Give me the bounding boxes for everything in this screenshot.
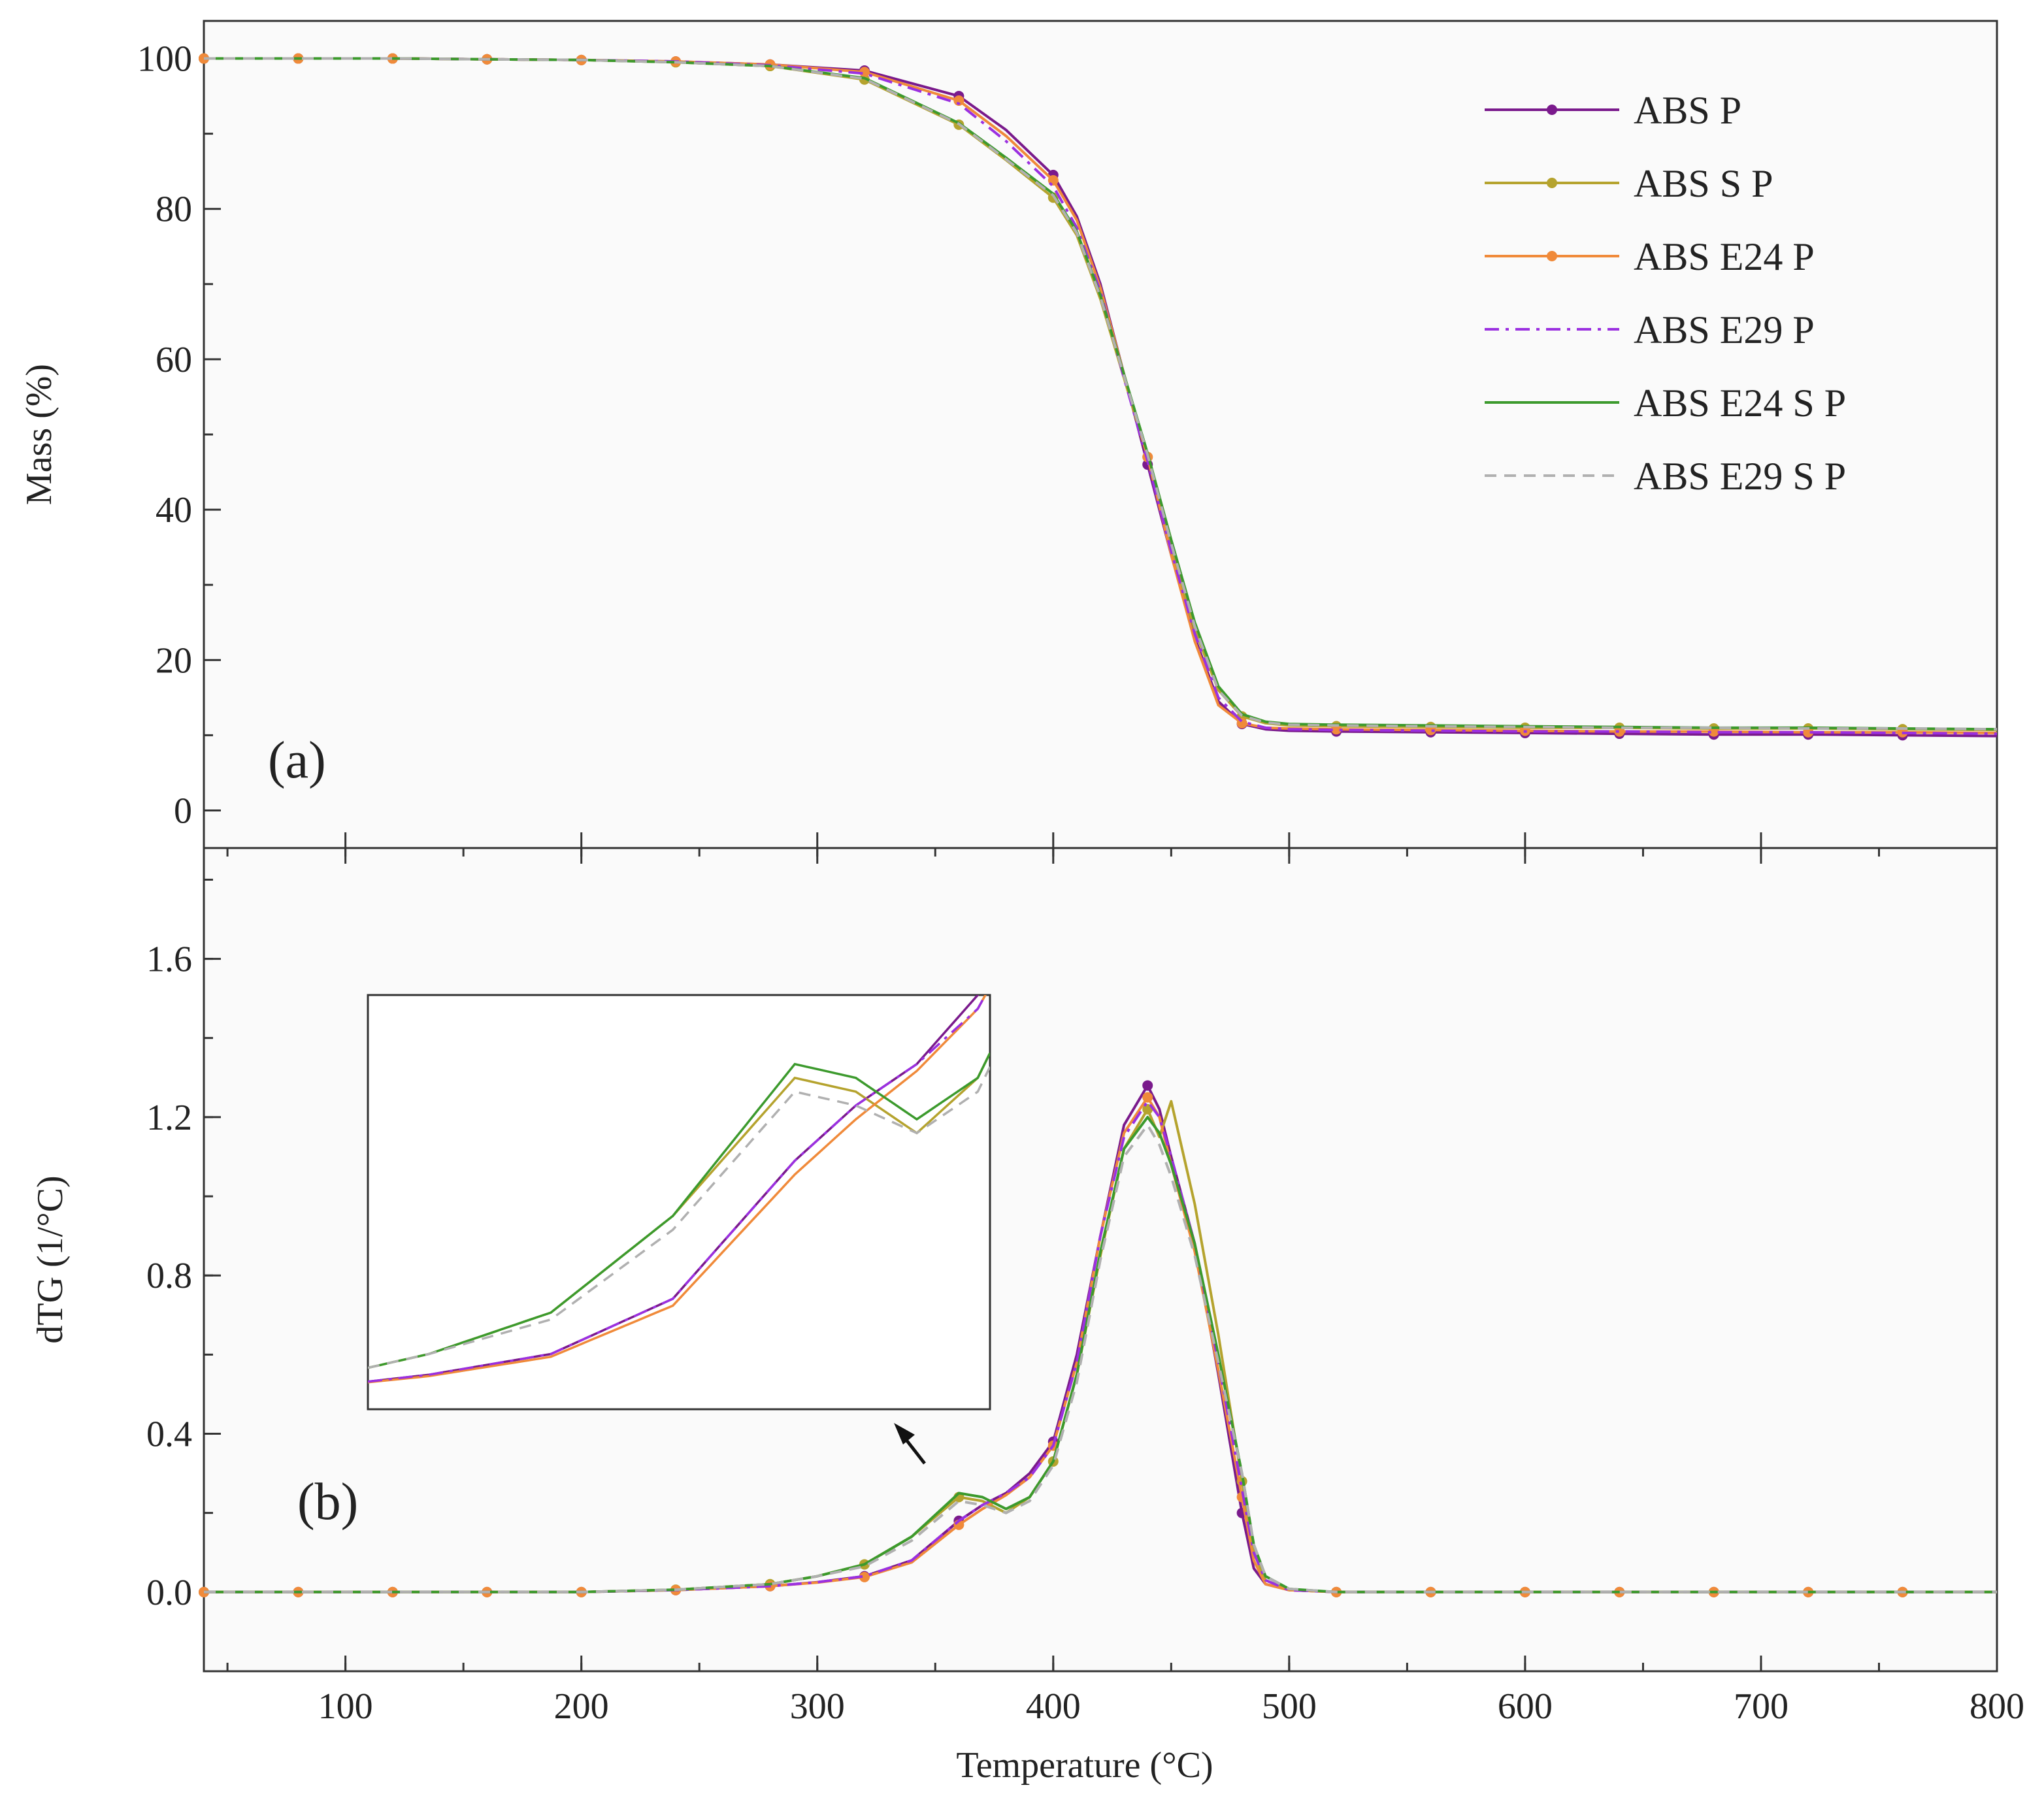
- legend-marker: [1547, 105, 1557, 115]
- legend-marker: [1547, 251, 1557, 261]
- panel-label-a: (a): [268, 732, 326, 789]
- mass-data-point: [859, 67, 870, 78]
- inset-series-line: [368, 995, 987, 1383]
- panel-b-series: [199, 1080, 1997, 1597]
- legend-label: ABS E24 P: [1634, 235, 1815, 278]
- y-tick-label-a: 100: [137, 39, 192, 80]
- y-tick-label-a: 20: [156, 640, 192, 681]
- y-tick-label-a: 40: [156, 490, 192, 531]
- y-tick-label-b: 0.8: [146, 1256, 192, 1296]
- inset-series-line: [368, 1053, 990, 1369]
- y-tick-label-a: 60: [156, 340, 192, 380]
- dtg-series-line: [204, 1100, 1997, 1593]
- legend-label: ABS E24 S P: [1634, 382, 1846, 425]
- x-tick-label: 200: [554, 1686, 609, 1727]
- inset-frame: [367, 994, 991, 1411]
- legend-marker: [1547, 178, 1557, 188]
- dtg-data-point: [859, 1571, 870, 1582]
- y-axis-title-a: Mass (%): [19, 364, 59, 505]
- legend-label: ABS S P: [1634, 162, 1773, 205]
- panel-b-axes: 0.0 0.4 0.8 1.2 1.6 100 200 300 400 500 600 700 800: [146, 848, 2024, 1727]
- y-tick-label-b: 1.2: [146, 1098, 192, 1138]
- inset-plot: [367, 994, 991, 1411]
- panel-a-frame: [203, 20, 1998, 849]
- mass-data-point: [953, 95, 964, 106]
- arrow-icon: [894, 1423, 926, 1465]
- dtg-data-point: [1142, 1092, 1153, 1103]
- mass-series-line: [204, 57, 1998, 731]
- y-tick-label-b: 0.0: [146, 1573, 192, 1613]
- x-axis-title: Temperature (°C): [956, 1745, 1213, 1786]
- legend-label: ABS E29 P: [1634, 308, 1815, 351]
- y-axis-title-b: dTG (1/°C): [30, 1175, 71, 1343]
- panel-a-axes: 0 20 40 60 80 100: [137, 39, 1998, 848]
- dtg-series-line: [204, 1124, 1997, 1593]
- x-tick-label: 100: [318, 1686, 373, 1727]
- legend-label: ABS E29 S P: [1634, 455, 1846, 498]
- x-tick-label: 700: [1734, 1686, 1788, 1727]
- panel-a-series: [199, 53, 1998, 741]
- y-tick-label-b: 0.4: [146, 1414, 192, 1455]
- dtg-data-point: [1142, 1080, 1153, 1091]
- x-tick-label: 400: [1026, 1686, 1081, 1727]
- panel-label-b: (b): [297, 1473, 358, 1531]
- x-tick-label: 600: [1498, 1686, 1553, 1727]
- legend-label: ABS P: [1634, 89, 1741, 132]
- inset-series-line: [368, 1066, 990, 1369]
- x-tick-label: 500: [1262, 1686, 1317, 1727]
- y-tick-label-b: 1.6: [146, 939, 192, 980]
- x-tick-label: 800: [1970, 1686, 2024, 1727]
- inset-series: [368, 995, 990, 1384]
- y-tick-label-a: 80: [156, 189, 192, 230]
- inset-series-line: [368, 995, 987, 1384]
- x-tick-label: 300: [790, 1686, 845, 1727]
- legend: ABS P ABS S P ABS E24 P ABS E29 P ABS E24 S …: [1485, 89, 1846, 498]
- y-tick-label-a: 0: [174, 791, 192, 831]
